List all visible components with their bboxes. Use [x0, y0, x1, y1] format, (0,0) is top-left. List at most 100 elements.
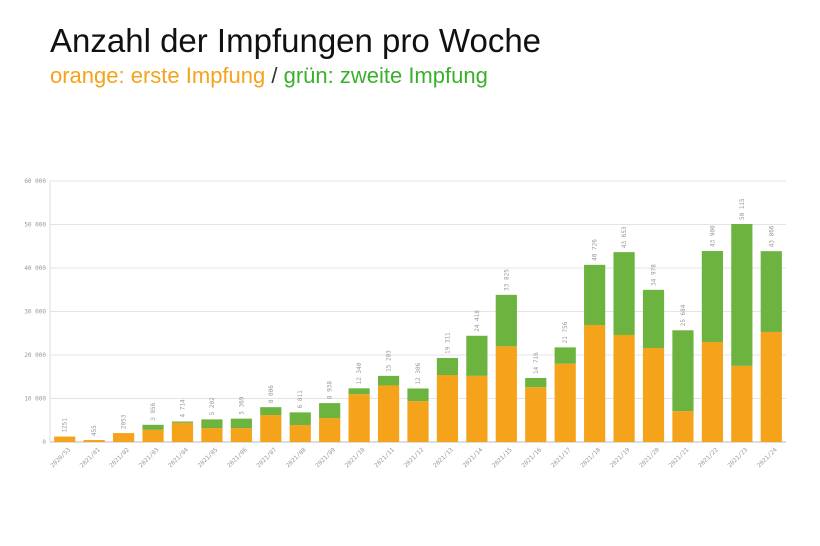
bar-segment [113, 433, 135, 442]
data-label: 33 825 [503, 269, 510, 291]
x-tick-label: 2021/16 [520, 446, 543, 469]
bar-segment [83, 440, 105, 442]
bar-segment [701, 341, 723, 442]
data-label: 40 726 [592, 239, 599, 261]
data-label: 15 203 [386, 350, 393, 372]
x-tick-label: 2021/15 [491, 446, 514, 469]
bar-segment [230, 428, 252, 442]
bar-segment [495, 346, 517, 442]
bar-segment [201, 428, 223, 442]
bar-segment [613, 252, 635, 335]
x-tick-label: 2021/06 [226, 446, 249, 469]
bar-segment [554, 347, 576, 364]
bar-segment [348, 394, 370, 442]
bar-segment [201, 419, 223, 429]
data-label: 21 756 [562, 321, 569, 343]
bar-segment [525, 387, 547, 442]
x-tick-label: 2021/05 [196, 446, 219, 469]
x-tick-label: 2021/02 [108, 446, 131, 469]
bar-segment [466, 375, 488, 442]
data-label: 34 978 [651, 264, 658, 286]
subtitle-green: grün: zweite Impfung [283, 63, 488, 88]
bar-segment [407, 388, 429, 402]
bar-segment [319, 403, 341, 419]
y-tick-label: 0 [42, 439, 46, 446]
data-label: 12 340 [356, 362, 363, 384]
x-tick-label: 2021/24 [756, 446, 779, 469]
y-tick-label: 40 000 [24, 265, 46, 272]
bar-segment [584, 264, 606, 325]
data-label: 6 811 [297, 390, 304, 408]
bar-segment [731, 223, 753, 366]
bar-segment [760, 331, 782, 442]
bar-segment [377, 375, 400, 386]
bar-segment [436, 375, 459, 442]
bar-segment [466, 335, 488, 376]
data-label: 8 006 [268, 385, 275, 403]
bar-segment [289, 412, 311, 426]
bar-segment [142, 424, 164, 430]
x-tick-label: 2021/21 [668, 446, 691, 469]
bar-segment [319, 418, 341, 442]
subtitle-orange: orange: erste Impfung [50, 63, 266, 88]
bar-segment [230, 418, 252, 429]
bar-segment [289, 425, 311, 442]
bar-segment [54, 436, 76, 442]
x-tick-label: 2021/04 [167, 446, 190, 469]
x-tick-label: 2021/08 [285, 446, 308, 469]
bar-segment [171, 421, 194, 423]
data-label: 12 306 [415, 362, 422, 384]
data-label: 43 866 [768, 225, 775, 247]
x-tick-label: 2021/03 [138, 446, 161, 469]
bar-segment [436, 357, 459, 376]
x-tick-label: 2021/11 [373, 446, 396, 469]
x-tick-label: 2021/13 [432, 446, 455, 469]
bar-segment [584, 324, 606, 442]
data-label: 455 [91, 425, 98, 436]
data-label: 5 369 [238, 396, 245, 414]
data-label: 14 716 [533, 352, 540, 374]
chart-subtitle: orange: erste Impfung / grün: zweite Imp… [50, 63, 488, 89]
data-label: 43 653 [621, 226, 628, 248]
bar-segment [672, 411, 694, 442]
bar-segment [407, 401, 429, 442]
bar-segment [525, 377, 547, 388]
y-tick-label: 10 000 [24, 396, 46, 403]
data-label: 2053 [121, 414, 128, 429]
bar-segment [495, 294, 517, 347]
x-tick-label: 2020/53 [49, 446, 72, 469]
y-tick-label: 20 000 [24, 352, 46, 359]
bar-segment [731, 365, 753, 442]
y-tick-label: 60 000 [24, 178, 46, 185]
subtitle-separator: / [265, 63, 284, 88]
bar-segment [672, 330, 694, 412]
data-label: 43 900 [709, 225, 716, 247]
x-tick-label: 2021/14 [461, 446, 484, 469]
x-tick-label: 2021/07 [255, 446, 278, 469]
data-label: 25 684 [680, 304, 687, 326]
y-tick-label: 30 000 [24, 309, 46, 316]
bar-segment [701, 251, 723, 342]
x-tick-label: 2021/01 [79, 446, 102, 469]
data-label: 24 418 [474, 310, 481, 332]
bar-segment [171, 422, 194, 442]
x-tick-label: 2021/12 [403, 446, 426, 469]
x-tick-label: 2021/23 [726, 446, 749, 469]
x-tick-label: 2021/17 [550, 446, 573, 469]
bar-segment [642, 289, 665, 349]
data-label: 8 938 [327, 381, 334, 399]
data-label: 50 115 [739, 198, 746, 220]
bar-segment [348, 388, 370, 395]
data-label: 1251 [62, 418, 69, 433]
x-tick-label: 2021/09 [314, 446, 337, 469]
chart-title: Anzahl der Impfungen pro Woche [50, 22, 542, 59]
data-label: 3 956 [150, 402, 157, 420]
x-tick-label: 2021/22 [697, 446, 720, 469]
data-label: 4 714 [179, 399, 186, 417]
x-tick-label: 2021/10 [344, 446, 367, 469]
bar-segment [142, 429, 164, 442]
bar-segment [377, 385, 400, 442]
bar-segment [554, 363, 576, 442]
bar-segment [260, 407, 282, 416]
